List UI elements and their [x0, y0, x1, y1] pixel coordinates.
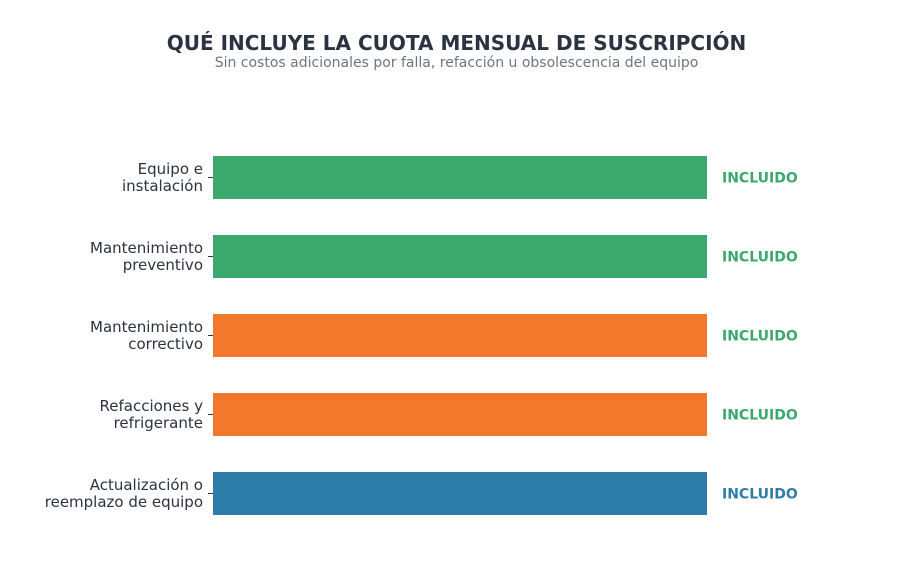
category-label-2: Mantenimiento correctivo [90, 318, 203, 353]
bar-3 [213, 393, 707, 436]
data-label-4: INCLUIDO [722, 487, 798, 503]
category-label-3: Refacciones y refrigerante [100, 397, 204, 432]
data-label-1: INCLUIDO [722, 250, 798, 266]
bar-4 [213, 472, 707, 515]
category-label-4: Actualización o reemplazo de equipo [45, 476, 203, 511]
category-label-1: Mantenimiento preventivo [90, 239, 203, 274]
bar-2 [213, 314, 707, 357]
bar-1 [213, 235, 707, 278]
data-label-2: INCLUIDO [722, 329, 798, 345]
chart-subtitle: Sin costos adicionales por falla, refacc… [214, 55, 699, 71]
chart-title: QUÉ INCLUYE LA CUOTA MENSUAL DE SUSCRIPC… [166, 31, 747, 55]
data-label-0: INCLUIDO [722, 171, 798, 187]
data-label-3: INCLUIDO [722, 408, 798, 424]
category-label-0: Equipo e instalación [122, 160, 203, 195]
bar-0 [213, 156, 707, 199]
